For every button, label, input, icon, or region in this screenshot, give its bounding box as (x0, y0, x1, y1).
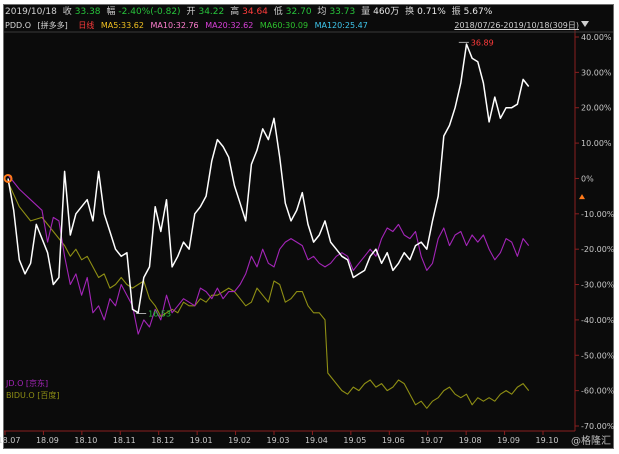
y-tick-label: 0% (581, 174, 594, 183)
y-tick-label: -50.00% (581, 351, 615, 360)
ma10-label: MA10:32.76 (150, 21, 199, 30)
y-tick-label: -40.00% (581, 316, 615, 325)
x-tick-label: 19.03 (267, 436, 290, 445)
period-label[interactable]: 日线 (78, 21, 95, 30)
quote-date: 2019/10/18 (5, 7, 57, 17)
x-tick-label: 19.07 (420, 436, 443, 445)
y-marker-icon (579, 194, 585, 200)
open-value: 34.22 (198, 7, 225, 17)
y-tick-label: 20.00% (581, 104, 612, 113)
x-tick-label: 19.02 (228, 436, 251, 445)
series-line (7, 43, 530, 314)
close-label: 收 (62, 7, 72, 17)
ma-bar: PDD.O [拼多多] 日线 MA5:33.62 MA10:32.76 MA20… (5, 20, 372, 32)
high-annotation: 36.89 (471, 38, 494, 47)
quote-bar: 2019/10/18 收 33.38 幅 -2.40%(-0.82) 开 34.22 … (5, 6, 495, 19)
y-tick-label: -30.00% (581, 281, 615, 290)
low-label: 低 (273, 7, 283, 17)
turnover-value: 0.71% (417, 7, 446, 17)
ma20-label: MA20:32.62 (205, 21, 254, 30)
low-annotation: 16.53 (148, 310, 171, 319)
series-line (7, 174, 530, 335)
high-value: 34.64 (242, 7, 268, 17)
y-tick-label: 30.00% (581, 68, 612, 77)
start-marker-icon (3, 173, 13, 183)
avg-label: 均 (317, 7, 327, 17)
volume-value: 460万 (373, 7, 400, 17)
x-tick-label: 19.01 (190, 436, 213, 445)
ma60-label: MA60:30.09 (259, 21, 309, 30)
legend-item: BIDU.O [百度] (6, 390, 60, 400)
legend-item: JD.O [京东] (5, 378, 48, 388)
x-tick-label: 19.06 (382, 436, 405, 445)
series-line (7, 181, 530, 409)
turnover-label: 换 (405, 7, 415, 17)
amplitude-value: 5.67% (463, 7, 493, 17)
y-tick-label: -10.00% (581, 210, 615, 219)
x-tick-label: 19.05 (343, 436, 366, 445)
y-tick-label: -70.00% (581, 422, 615, 431)
volume-label: 量 (361, 7, 371, 17)
high-label: 高 (230, 7, 240, 17)
x-tick-label: 19.09 (497, 436, 520, 445)
symbol-code: PDD.O (5, 21, 31, 30)
x-tick-label: 18.12 (151, 436, 174, 445)
close-value: 33.38 (74, 7, 101, 17)
x-tick-label: 19.04 (305, 436, 328, 445)
y-tick-label: -20.00% (581, 245, 615, 254)
y-tick-label: -60.00% (581, 387, 615, 396)
open-label: 开 (186, 7, 196, 17)
x-tick-label: 19.08 (459, 436, 482, 445)
low-value: 32.70 (285, 7, 312, 17)
x-tick-label: 18.09 (36, 436, 59, 445)
x-tick-label: 18.11 (113, 436, 136, 445)
change-value: -2.40%(-0.82) (118, 7, 181, 17)
dropdown-arrow-icon[interactable] (581, 21, 589, 27)
x-tick-label: 18.07 (0, 436, 20, 445)
avg-value: 33.73 (329, 7, 356, 17)
x-tick-label: 18.10 (74, 436, 97, 445)
date-range-label[interactable]: 2018/07/26-2019/10/18(309日) (454, 21, 579, 30)
symbol-name-tag: [拼多多] (37, 21, 68, 30)
ma120-label: MA120:25.47 (314, 21, 368, 30)
ma5-label: MA5:33.62 (100, 21, 144, 30)
watermark: @格隆汇 (571, 436, 611, 447)
y-tick-label: 40.00% (581, 33, 612, 42)
amplitude-label: 振 (451, 7, 461, 17)
x-tick-label: 19.10 (536, 436, 559, 445)
symbol-label[interactable]: PDD.O [拼多多] (5, 21, 72, 30)
change-label: 幅 (106, 7, 116, 17)
y-tick-label: 10.00% (581, 139, 612, 148)
